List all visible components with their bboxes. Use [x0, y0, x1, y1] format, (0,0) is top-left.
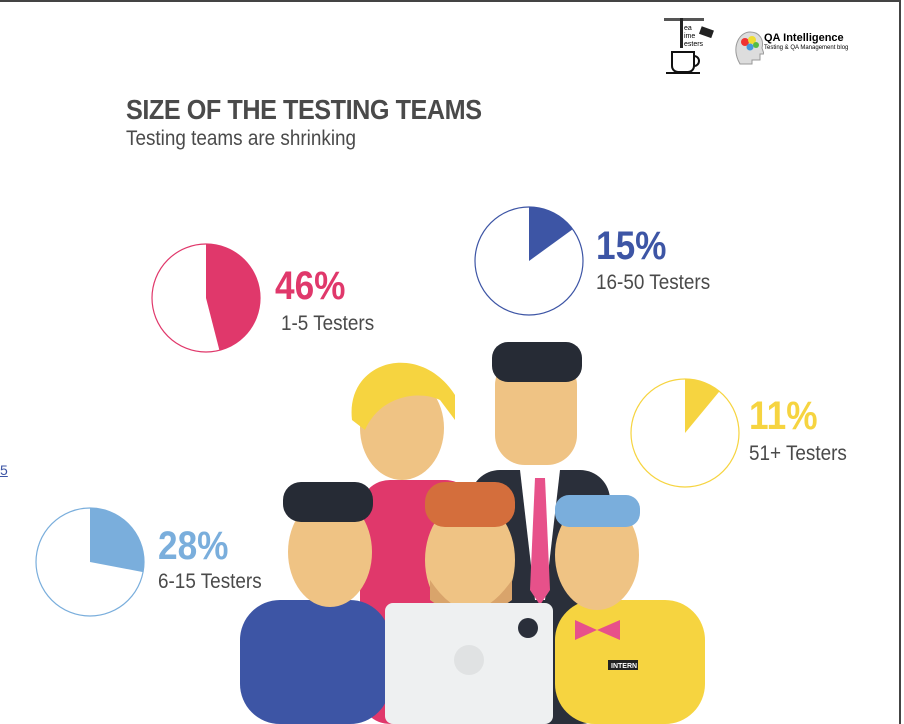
- label-16-50: 16-50 Testers: [596, 271, 711, 294]
- svg-text:ea: ea: [684, 25, 692, 32]
- pie-slice: [90, 508, 144, 573]
- pct-51-plus: 11%: [749, 394, 818, 438]
- pie-slice: [529, 207, 573, 261]
- pct-1-5: 46%: [275, 264, 346, 308]
- svg-text:esters: esters: [684, 41, 704, 48]
- edge-link[interactable]: 5: [0, 462, 8, 478]
- pct-6-15: 28%: [158, 524, 229, 568]
- label-51-plus: 51+ Testers: [749, 442, 847, 465]
- page-subtitle: Testing teams are shrinking: [126, 127, 357, 150]
- pie-slice: [206, 243, 261, 351]
- qa-logo-text: QA Intelligence: [764, 32, 844, 44]
- label-1-5: 1-5 Testers: [281, 312, 375, 335]
- label-6-15: 6-15 Testers: [158, 570, 262, 593]
- svg-text:ime: ime: [684, 33, 695, 40]
- tea-time-testers-logo: ea ime esters: [660, 16, 715, 76]
- pct-16-50: 15%: [596, 224, 667, 268]
- intern-badge: INTERN: [611, 663, 637, 670]
- pie-slice: [685, 379, 720, 433]
- qa-logo-tagline: Testing & QA Management blog: [764, 45, 849, 51]
- page-title: SIZE OF THE TESTING TEAMS: [126, 94, 482, 125]
